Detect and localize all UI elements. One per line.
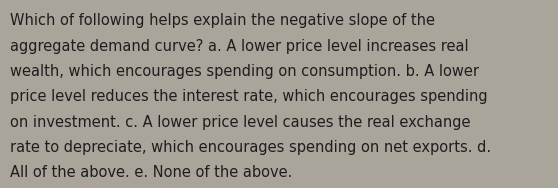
Text: wealth, which encourages spending on consumption. b. A lower: wealth, which encourages spending on con… [10,64,479,79]
Text: on investment. c. A lower price level causes the real exchange: on investment. c. A lower price level ca… [10,115,470,130]
Text: Which of following helps explain the negative slope of the: Which of following helps explain the neg… [10,13,435,28]
Text: price level reduces the interest rate, which encourages spending: price level reduces the interest rate, w… [10,89,488,104]
Text: All of the above. e. None of the above.: All of the above. e. None of the above. [10,165,292,180]
Text: rate to depreciate, which encourages spending on net exports. d.: rate to depreciate, which encourages spe… [10,140,491,155]
Text: aggregate demand curve? a. A lower price level increases real: aggregate demand curve? a. A lower price… [10,39,469,54]
